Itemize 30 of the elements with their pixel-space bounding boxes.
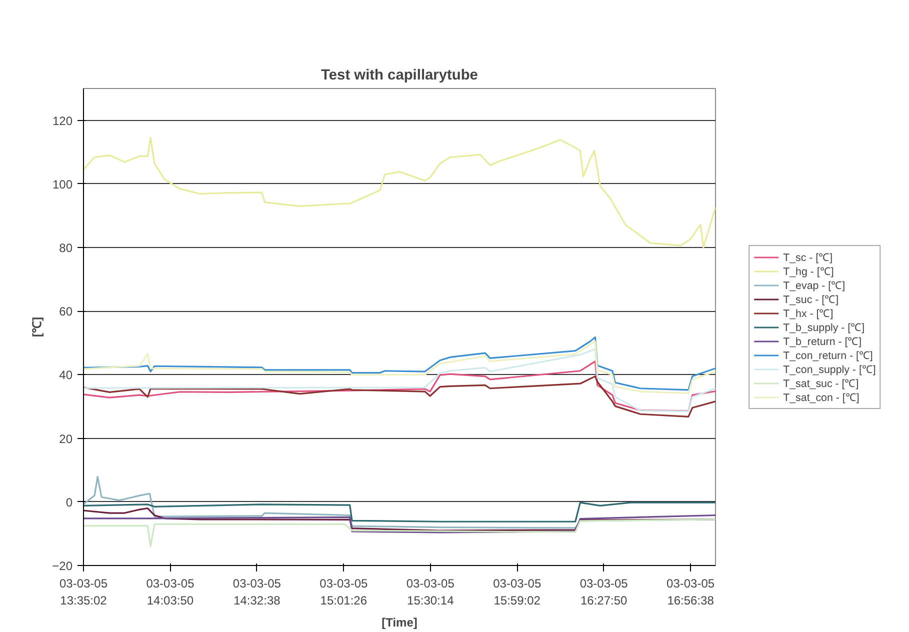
- legend-label: T_sc - [℃]: [783, 250, 833, 264]
- y-tick-label: −20: [52, 559, 73, 573]
- legend-label: T_b_return - [℃]: [783, 334, 862, 348]
- chart-title: Test with capillarytube: [321, 68, 478, 84]
- legend-label: T_hg - [℃]: [783, 264, 834, 278]
- x-tick-label: 03-03-05 13:35:02: [59, 576, 108, 608]
- x-tick-label: 03-03-05 16:27:50: [580, 576, 628, 608]
- x-tick-label: 03-03-05 16:56:38: [666, 576, 715, 608]
- y-axis-title: [℃]: [30, 316, 44, 337]
- x-tick-label: 03-03-05 15:30:14: [406, 576, 455, 608]
- y-tick-label: 40: [59, 368, 73, 382]
- legend-label: T_evap - [℃]: [783, 278, 846, 292]
- legend-label: T_sat_suc - [℃]: [783, 376, 859, 390]
- legend-label: T_b_supply - [℃]: [783, 320, 865, 334]
- legend-label: T_sat_con - [℃]: [783, 390, 860, 404]
- x-tick-label: 03-03-05 14:03:50: [146, 576, 195, 608]
- legend-label: T_con_supply - [℃]: [783, 362, 876, 376]
- y-tick-label: 100: [52, 177, 73, 192]
- y-tick-label: 0: [66, 495, 73, 510]
- y-tick-label: 120: [52, 114, 73, 128]
- x-tick-label: 03-03-05 14:32:38: [232, 576, 282, 608]
- x-axis-title: [Time]: [382, 615, 418, 630]
- x-tick-label: 03-03-05 15:01:26: [320, 576, 368, 608]
- legend-label: T_hx - [℃]: [783, 306, 834, 320]
- x-tick-label: 03-03-05 15:59:02: [493, 576, 542, 608]
- y-tick-label: 60: [59, 304, 73, 319]
- legend-label: T_con_return - [℃]: [783, 348, 873, 362]
- y-tick-label: 80: [59, 241, 73, 255]
- y-tick-label: 20: [59, 432, 73, 446]
- legend-label: T_suc - [℃]: [783, 292, 839, 306]
